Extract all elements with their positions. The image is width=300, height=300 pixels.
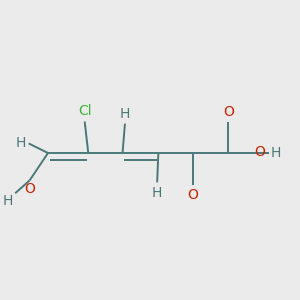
Text: O: O (254, 145, 265, 159)
Text: Cl: Cl (78, 104, 92, 118)
Text: H: H (2, 194, 13, 208)
Text: O: O (187, 188, 198, 202)
Text: O: O (24, 182, 35, 196)
Text: H: H (15, 136, 26, 150)
Text: O: O (223, 104, 234, 118)
Text: H: H (152, 186, 162, 200)
Text: H: H (120, 106, 130, 121)
Text: H: H (271, 146, 281, 160)
